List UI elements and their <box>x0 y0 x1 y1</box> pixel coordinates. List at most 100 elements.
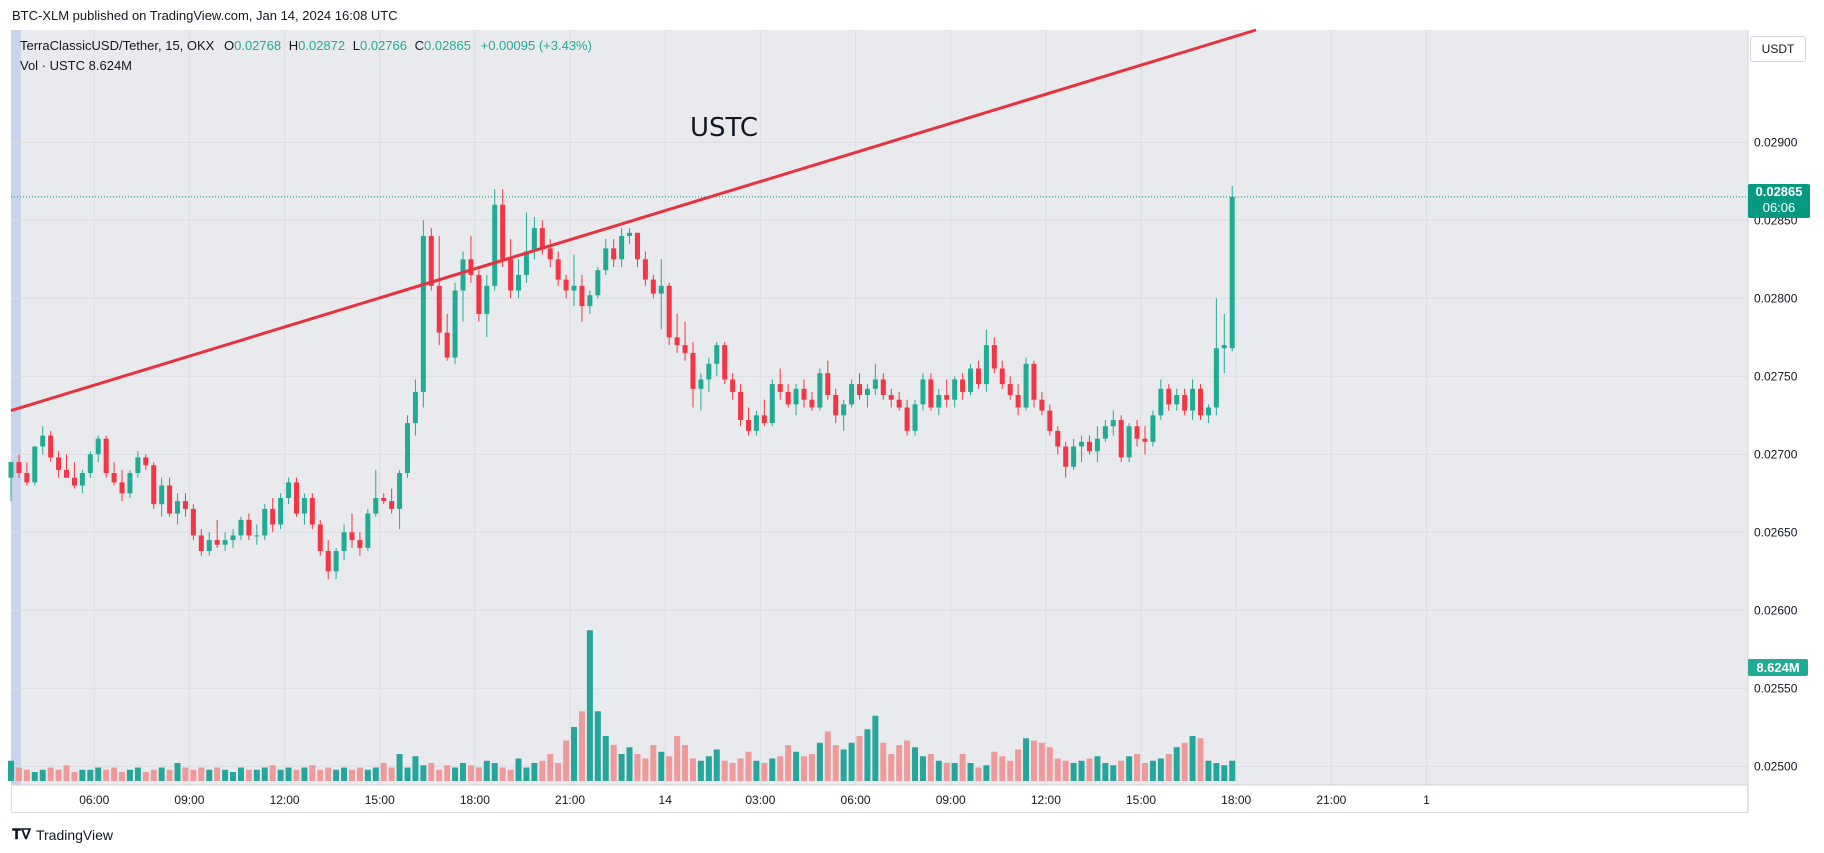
volume-bar <box>182 767 189 781</box>
volume-bar <box>404 767 411 781</box>
volume-bar <box>467 765 474 781</box>
candle-body <box>349 532 355 541</box>
candle-body <box>40 435 46 447</box>
candle-body <box>135 457 141 474</box>
volume-label[interactable]: Vol · USTC <box>20 58 86 73</box>
volume-legend: Vol · USTC 8.624M <box>20 58 132 73</box>
candle-body <box>579 285 585 307</box>
candle-body <box>817 373 823 408</box>
x-tick-label: 09:00 <box>174 793 204 807</box>
volume-bar <box>1007 760 1014 781</box>
candle-body <box>127 473 133 494</box>
volume-bar <box>475 767 482 781</box>
candle-body <box>769 384 775 424</box>
candle-body <box>761 415 767 424</box>
volume-bar <box>1165 754 1172 781</box>
open-value: 0.02768 <box>234 38 282 53</box>
volume-bar <box>571 727 578 781</box>
candle-body <box>722 345 728 380</box>
candle-body <box>745 419 751 431</box>
candle-body <box>508 259 514 291</box>
candle-body <box>619 235 625 260</box>
candle-body <box>1063 446 1069 467</box>
candle-body <box>523 251 529 275</box>
candle-body <box>151 465 157 505</box>
volume-bar <box>610 745 617 781</box>
volume-bar <box>824 731 831 781</box>
volume-bar <box>174 763 181 781</box>
candle-body <box>278 497 284 525</box>
tradingview-logo-icon: 𝐓∇ <box>12 826 31 842</box>
x-tick-label: 12:00 <box>270 793 300 807</box>
currency-button[interactable]: USDT <box>1750 36 1806 62</box>
volume-bar <box>309 765 316 781</box>
volume-bar <box>269 765 276 781</box>
volume-bar <box>412 756 419 781</box>
candle-body <box>1182 395 1188 411</box>
volume-bar <box>126 769 133 781</box>
candle-countdown: 06:06 <box>1762 200 1796 215</box>
volume-bar <box>388 767 395 781</box>
volume-bar <box>261 767 268 781</box>
volume-bar <box>8 760 14 781</box>
volume-bar <box>721 760 728 781</box>
volume-bar <box>666 756 673 781</box>
volume-bar <box>1110 765 1117 781</box>
candle-body <box>833 395 839 416</box>
volume-bar <box>483 760 490 781</box>
volume-bar <box>547 754 554 781</box>
x-tick-label: 06:00 <box>79 793 109 807</box>
volume-bar <box>23 769 30 781</box>
candle-body <box>492 204 498 286</box>
candle-body <box>111 473 117 483</box>
y-tick-label: 0.02750 <box>1754 369 1798 383</box>
plot-background <box>11 30 1748 785</box>
candle-body <box>1007 384 1013 396</box>
candle-body <box>444 332 450 358</box>
volume-bar <box>729 763 736 781</box>
volume-bar <box>63 765 70 781</box>
change-value: +0.00095 (+3.43%) <box>480 38 592 53</box>
candle-body <box>484 285 490 314</box>
x-tick-label: 21:00 <box>1316 793 1346 807</box>
volume-bar <box>689 758 696 781</box>
candle-body <box>563 279 569 291</box>
volume-bar <box>808 754 815 781</box>
candle-body <box>56 457 62 470</box>
volume-bar <box>634 754 641 781</box>
candle-body <box>1094 438 1100 452</box>
volume-bar <box>927 754 934 781</box>
volume-bar <box>753 760 760 781</box>
candle-body <box>1047 410 1053 431</box>
chart-annotation-text[interactable]: USTC <box>690 113 759 143</box>
volume-bar <box>713 749 720 781</box>
low-value: 0.02766 <box>359 38 407 53</box>
volume-bar <box>1221 765 1228 781</box>
candle-body <box>936 395 942 408</box>
volume-bar <box>15 767 22 781</box>
volume-bar <box>380 763 387 781</box>
candle-body <box>79 473 85 486</box>
candle-body <box>397 473 403 509</box>
volume-bar <box>158 767 165 781</box>
candle-body <box>928 379 934 408</box>
volume-bar <box>888 754 895 781</box>
symbol-label[interactable]: TerraClassicUSD/Tether, 15, OKX <box>20 38 215 53</box>
candle-body <box>206 540 212 552</box>
candle-body <box>293 482 299 514</box>
volume-bar <box>1086 758 1093 781</box>
volume-bar <box>1118 760 1125 781</box>
candle-body <box>944 395 950 400</box>
volume-bar <box>103 769 110 781</box>
candle-body <box>516 274 522 291</box>
candle-body <box>460 259 466 291</box>
candle-body <box>666 285 672 338</box>
open-label: O <box>223 38 235 53</box>
volume-bar <box>872 715 879 781</box>
footer-brand[interactable]: 𝐓∇ TradingView <box>12 826 113 843</box>
x-tick-label: 03:00 <box>745 793 775 807</box>
volume-bar <box>452 767 459 781</box>
candle-body <box>904 407 910 431</box>
candle-body <box>960 379 966 392</box>
